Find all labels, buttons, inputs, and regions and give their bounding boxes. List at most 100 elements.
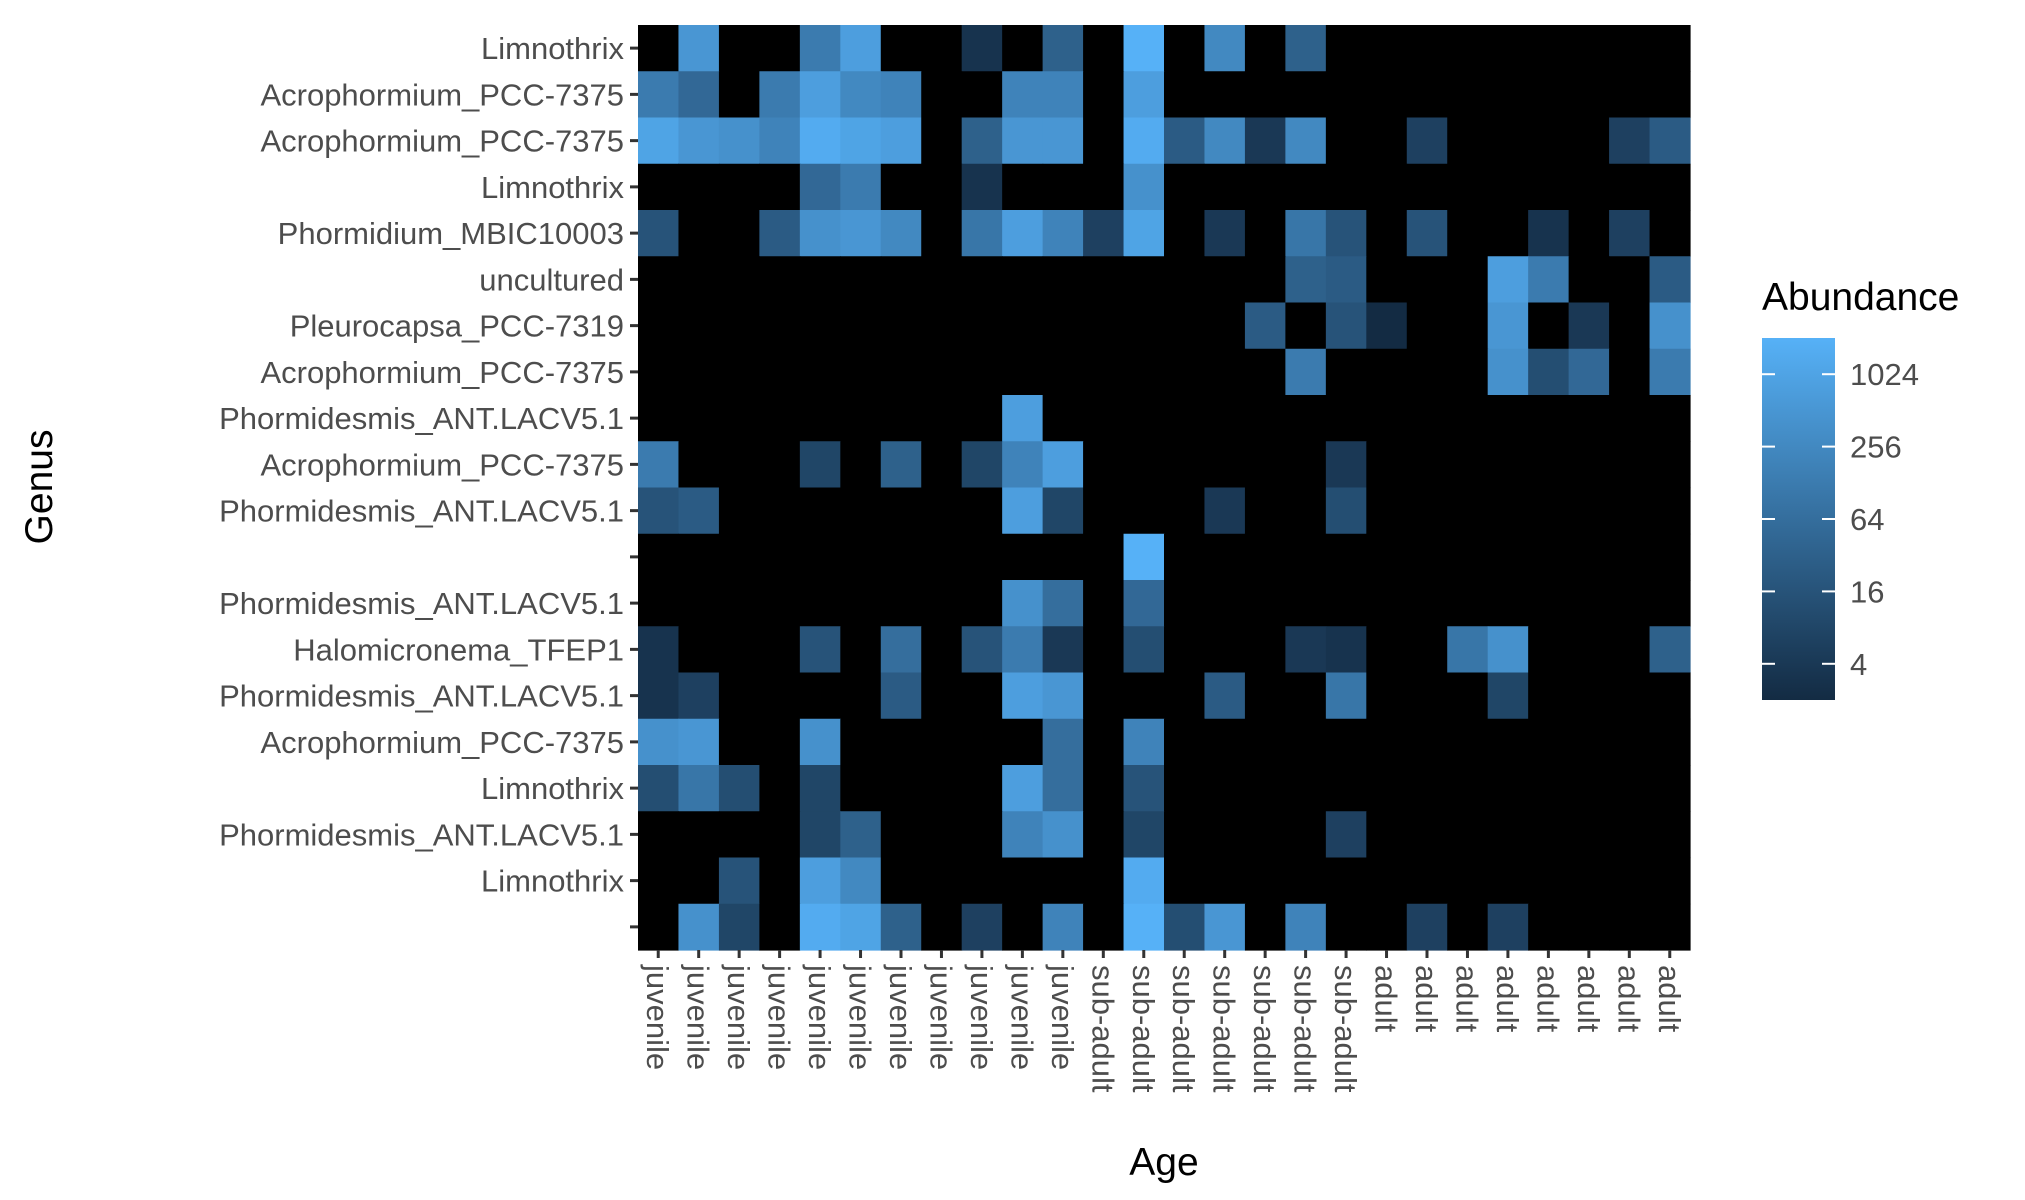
heatmap-cell	[1568, 210, 1610, 257]
heatmap-cell	[1164, 163, 1206, 211]
heatmap-cell	[880, 395, 922, 442]
heatmap-cell	[1083, 580, 1125, 627]
heatmap-cell	[759, 163, 801, 211]
heatmap-cell	[1204, 395, 1246, 442]
heatmap-cell	[1285, 395, 1327, 442]
heatmap-cell	[840, 441, 882, 489]
heatmap-cell	[1528, 210, 1570, 257]
heatmap-cell	[718, 487, 760, 535]
heatmap-cell	[1649, 302, 1691, 350]
heatmap-cell	[799, 626, 841, 674]
heatmap-cell	[880, 71, 922, 119]
legend-tick-label: 64	[1850, 502, 1884, 537]
heatmap-cell	[1042, 765, 1084, 812]
heatmap-cell	[1164, 626, 1206, 674]
heatmap-cell	[1204, 163, 1246, 211]
heatmap-cell	[1042, 672, 1084, 720]
heatmap-cell	[880, 857, 922, 905]
heatmap-cell	[1568, 533, 1610, 581]
heatmap-cell	[1528, 765, 1570, 812]
heatmap-cell	[1204, 487, 1246, 535]
heatmap-cell	[1325, 71, 1367, 119]
heatmap-cell	[759, 395, 801, 442]
heatmap-cell	[1083, 765, 1125, 812]
y-tick-label: Acrophormium_PCC-7375	[260, 355, 624, 390]
heatmap-cell	[921, 25, 963, 72]
heatmap-cell	[1083, 256, 1125, 304]
heatmap-cell	[1123, 71, 1165, 119]
heatmap-cell	[1487, 395, 1529, 442]
heatmap-cell	[1002, 302, 1044, 350]
heatmap-cell	[1164, 580, 1206, 627]
heatmap-cell	[1325, 811, 1367, 859]
heatmap-cell	[1568, 487, 1610, 535]
heatmap-cell	[1447, 580, 1489, 627]
heatmap-cell	[799, 163, 841, 211]
heatmap-cell	[1609, 256, 1651, 304]
heatmap-cell	[718, 256, 760, 304]
heatmap-cell	[840, 672, 882, 720]
heatmap-cell	[1325, 533, 1367, 581]
heatmap-cell	[1285, 626, 1327, 674]
heatmap-cell	[759, 210, 801, 257]
legend-tick-label: 1024	[1850, 357, 1919, 392]
heatmap-cell	[1649, 580, 1691, 627]
heatmap-cell	[718, 71, 760, 119]
heatmap-cell	[840, 857, 882, 905]
x-tick-label: adult	[1409, 965, 1444, 1033]
heatmap-cell	[921, 71, 963, 119]
heatmap-cell	[1366, 71, 1408, 119]
heatmap-cell	[1406, 302, 1448, 350]
heatmap-cell	[1123, 765, 1165, 812]
heatmap-cell	[799, 256, 841, 304]
heatmap-cell	[1528, 811, 1570, 859]
heatmap-cell	[1649, 348, 1691, 396]
heatmap-cell	[718, 441, 760, 489]
heatmap-cell	[1366, 811, 1408, 859]
heatmap-cell	[1406, 765, 1448, 812]
heatmap-cell	[1528, 672, 1570, 720]
heatmap-cell	[1528, 117, 1570, 165]
heatmap-cell	[1447, 302, 1489, 350]
heatmap-cell	[1366, 533, 1408, 581]
x-tick-label: adult	[1652, 965, 1687, 1033]
legend-tick-label: 256	[1850, 430, 1902, 465]
heatmap-cell	[1002, 487, 1044, 535]
heatmap-cell	[840, 71, 882, 119]
heatmap-cell	[718, 811, 760, 859]
heatmap-cell	[718, 626, 760, 674]
y-tick-label: Phormidesmis_ANT.LACV5.1	[219, 494, 624, 529]
heatmap-cell	[1447, 718, 1489, 766]
heatmap-cell	[1528, 163, 1570, 211]
heatmap-cell	[1285, 487, 1327, 535]
heatmap-cell	[1042, 811, 1084, 859]
heatmap-cell	[1366, 256, 1408, 304]
heatmap-cell	[678, 672, 720, 720]
heatmap-cell	[718, 302, 760, 350]
heatmap-cell	[1447, 256, 1489, 304]
heatmap-cell	[718, 117, 760, 165]
heatmap-cell	[1285, 25, 1327, 72]
heatmap-cell	[678, 25, 720, 72]
heatmap-cell	[759, 811, 801, 859]
heatmap-cell	[1366, 626, 1408, 674]
heatmap-cell	[799, 25, 841, 72]
heatmap-cell	[1487, 256, 1529, 304]
heatmap-cell	[1528, 626, 1570, 674]
heatmap-cell	[1164, 348, 1206, 396]
heatmap-cell	[1042, 718, 1084, 766]
heatmap-cell	[1649, 25, 1691, 72]
heatmap-cell	[678, 626, 720, 674]
heatmap-cell	[1487, 302, 1529, 350]
heatmap-cell	[1204, 256, 1246, 304]
y-tick-label: Pleurocapsa_PCC-7319	[290, 309, 624, 344]
heatmap-cell	[1366, 903, 1408, 951]
heatmap-cell	[799, 71, 841, 119]
heatmap-cell	[1002, 626, 1044, 674]
heatmap-cell	[1042, 857, 1084, 905]
heatmap-cell	[1285, 71, 1327, 119]
heatmap-cell	[799, 348, 841, 396]
heatmap-cell	[1164, 395, 1206, 442]
heatmap-cell	[799, 210, 841, 257]
heatmap-cell	[759, 117, 801, 165]
